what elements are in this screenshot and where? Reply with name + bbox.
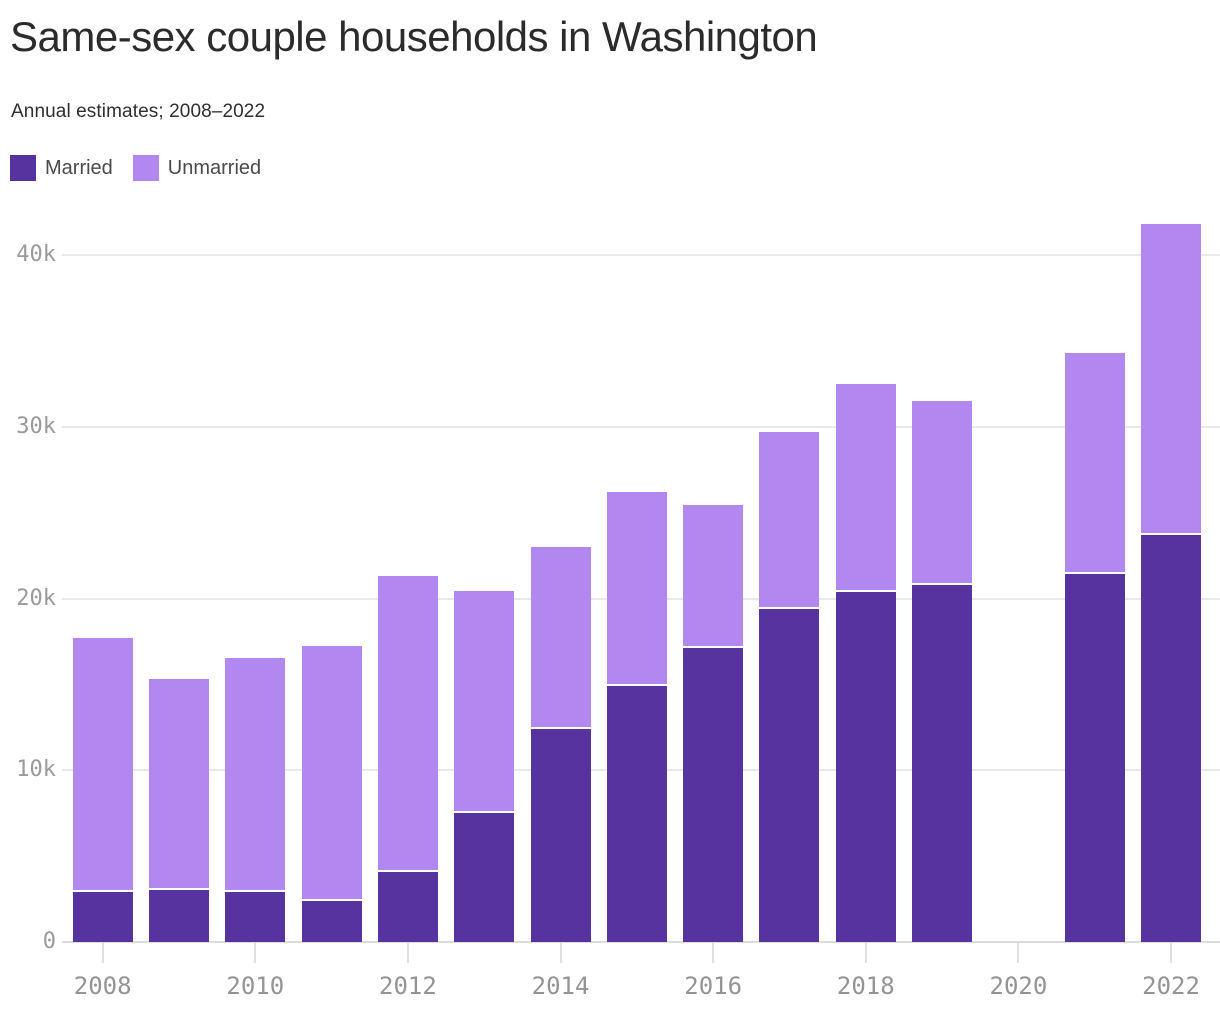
bar-2017-unmarried (759, 431, 820, 607)
chart-title: Same-sex couple households in Washington (10, 13, 818, 60)
bar-2013-unmarried (454, 591, 515, 812)
x-tick-2018 (864, 943, 867, 963)
x-axis-label-2016: 2016 (684, 972, 743, 1000)
x-axis-label-2022: 2022 (1142, 972, 1200, 1000)
bar-2019-unmarried (912, 400, 973, 583)
bar-2008-unmarried (72, 637, 133, 891)
bar-2010-married (225, 892, 286, 942)
unmarried-swatch-icon (132, 155, 159, 181)
bar-2015-unmarried (606, 491, 667, 685)
bar-2018-unmarried (835, 383, 896, 590)
bar-2022-married (1141, 534, 1202, 942)
chart-subtitle: Annual estimates; 2008–2022 (11, 101, 266, 122)
x-tick-2020 (1017, 943, 1020, 963)
legend-label-unmarried: Unmarried (167, 156, 262, 179)
legend-label-married: Married (45, 156, 113, 179)
y-axis-label-40k: 40k (16, 242, 56, 267)
x-tick-2014 (559, 943, 562, 963)
bar-2016-married (683, 648, 744, 942)
bar-2012-unmarried (377, 575, 438, 870)
legend-item-married: Married (10, 155, 113, 181)
y-axis-label-20k: 20k (16, 585, 56, 611)
x-axis-label-2018: 2018 (836, 972, 895, 1000)
bar-2014-unmarried (530, 546, 591, 728)
x-tick-2016 (712, 943, 715, 963)
bar-2011-unmarried (301, 646, 362, 899)
bar-2010-unmarried (225, 658, 286, 891)
y-axis-label-0: 0 (42, 929, 56, 954)
x-tick-2022 (1170, 943, 1173, 963)
gridline-30k (62, 425, 1220, 428)
x-axis-label-2012: 2012 (379, 972, 437, 1000)
bar-2009-married (149, 890, 209, 942)
x-tick-2010 (254, 943, 257, 963)
bar-2009-unmarried (149, 678, 209, 889)
bar-2017-married (759, 608, 820, 942)
married-swatch-icon (10, 155, 36, 181)
y-axis-label-30k: 30k (16, 413, 56, 439)
gridline-0 (62, 941, 1220, 943)
x-axis-label-2014: 2014 (531, 972, 590, 1000)
bar-2014-married (530, 729, 591, 942)
bar-2022-unmarried (1141, 223, 1202, 533)
x-axis-label-2008: 2008 (73, 972, 132, 1000)
bar-2008-married (72, 892, 133, 942)
x-axis-label-2010: 2010 (226, 972, 285, 1000)
x-tick-2012 (406, 943, 409, 963)
bar-2021-unmarried (1064, 352, 1125, 573)
x-tick-2008 (101, 943, 104, 963)
bar-2015-married (606, 686, 667, 942)
legend-item-unmarried: Unmarried (132, 155, 262, 181)
bar-2012-married (377, 871, 438, 942)
x-axis-label-2020: 2020 (989, 972, 1048, 1000)
y-axis-label-10k: 10k (16, 757, 56, 783)
gridline-40k (62, 254, 1220, 256)
bar-2018-married (835, 591, 896, 942)
bar-2013-married (454, 813, 515, 942)
bar-2011-married (301, 900, 362, 942)
bar-2021-married (1064, 574, 1125, 942)
chart-legend: Married Unmarried (10, 155, 261, 181)
bar-2019-married (912, 584, 973, 942)
bar-2016-unmarried (683, 505, 744, 647)
